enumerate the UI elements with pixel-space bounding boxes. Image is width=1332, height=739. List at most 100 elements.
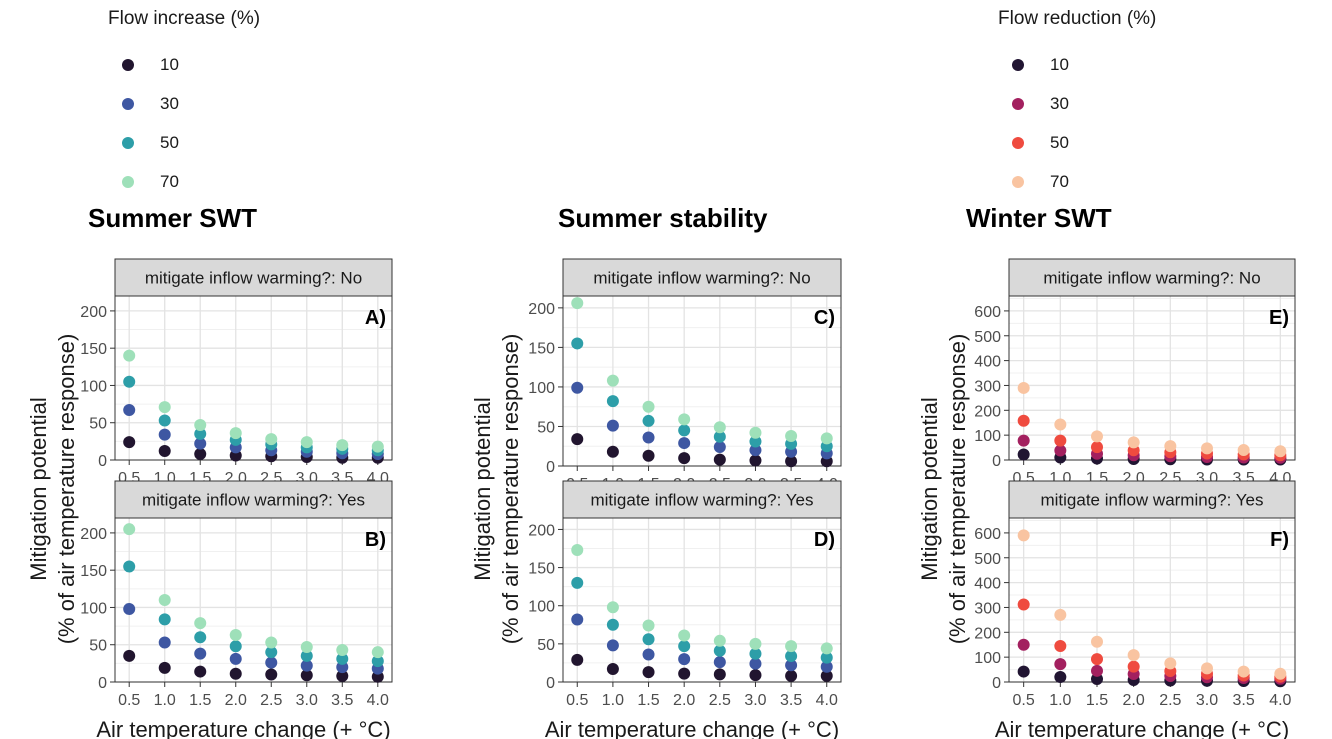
y-tick-label: 400 <box>974 576 1001 593</box>
legend-label: 30 <box>1050 94 1069 113</box>
panel-e: mitigate inflow warming?: No 0 100 200 300 40… <box>974 258 1296 487</box>
data-point <box>123 523 136 536</box>
facet-strip <box>1008 480 1296 519</box>
panel-label: E) <box>1269 307 1289 329</box>
data-point <box>785 640 798 653</box>
x-tick-label: 1.0 <box>1049 692 1071 709</box>
x-tick-label: 3.0 <box>1196 692 1218 709</box>
data-point <box>336 439 349 452</box>
data-point <box>229 652 242 665</box>
y-tick-label: 0 <box>546 459 555 476</box>
data-point <box>785 659 798 672</box>
data-point <box>749 426 762 439</box>
data-point <box>606 419 619 432</box>
data-point <box>571 653 584 666</box>
column-title-winter-swt: Winter SWT <box>966 203 1112 233</box>
data-point <box>194 448 207 461</box>
legend-item: 10 <box>122 55 179 75</box>
y-tick-label: 200 <box>528 301 555 318</box>
panel-label: C) <box>814 307 835 329</box>
x-tick-label: 1.5 <box>189 692 211 709</box>
legend-swatch <box>122 176 134 188</box>
data-point <box>194 617 207 630</box>
x-tick-label: 3.5 <box>780 692 802 709</box>
legend-swatch <box>122 98 134 110</box>
data-point <box>606 618 619 631</box>
data-point <box>194 418 207 431</box>
data-point <box>1017 434 1030 447</box>
panel-label: F) <box>1270 529 1289 551</box>
legend-title: Flow increase (%) <box>108 8 261 29</box>
data-point <box>158 613 171 626</box>
data-point <box>678 424 691 437</box>
data-point <box>571 544 584 557</box>
data-point <box>642 449 655 462</box>
data-point <box>1091 673 1103 686</box>
data-point <box>123 375 136 388</box>
data-point <box>820 651 833 664</box>
column-title-summer-stability: Summer stability <box>558 203 768 233</box>
facet-strip <box>114 258 393 297</box>
x-tick-label: 3.0 <box>744 692 766 709</box>
facet-strip <box>562 480 842 519</box>
y-tick-label: 100 <box>974 650 1001 667</box>
data-point <box>606 639 619 652</box>
data-point <box>123 560 136 573</box>
x-tick-label: 1.5 <box>1086 692 1108 709</box>
data-point <box>158 661 171 674</box>
legend-title: Flow reduction (%) <box>998 8 1157 29</box>
x-axis-label: Air temperature change (+ °C) <box>96 717 390 739</box>
legend-swatch <box>1012 59 1024 71</box>
data-point <box>194 631 207 644</box>
y-tick-label: 0 <box>546 675 555 692</box>
legend-label: 70 <box>160 172 179 191</box>
data-point <box>229 640 242 653</box>
plot-frame <box>562 295 842 467</box>
data-point <box>229 449 242 462</box>
legend-item: 10 <box>1012 55 1069 75</box>
data-point <box>194 427 207 440</box>
y-tick-label: 50 <box>537 637 555 654</box>
data-point <box>749 444 762 457</box>
data-point <box>1054 608 1067 621</box>
legend-item: 30 <box>122 94 179 114</box>
data-point <box>158 428 171 441</box>
x-tick-label: 3.0 <box>296 692 318 709</box>
y-tick-label: 200 <box>528 522 555 539</box>
data-point <box>229 427 242 440</box>
x-axis-label: Air temperature change (+ °C) <box>545 717 839 739</box>
facet-strip-label: mitigate inflow warming?: Yes <box>1040 491 1263 510</box>
panel-b: mitigate inflow warming?: Yes 0 50 100 150 20… <box>80 480 393 739</box>
facet-strip-label: mitigate inflow warming?: No <box>1043 269 1260 288</box>
data-point <box>678 667 691 680</box>
data-point <box>265 646 278 659</box>
y-tick-label: 100 <box>528 380 555 397</box>
data-point <box>1164 440 1177 453</box>
data-point <box>571 576 584 589</box>
x-tick-label: 4.0 <box>1269 692 1291 709</box>
y-tick-label: 100 <box>974 428 1001 445</box>
y-tick-label: 0 <box>98 453 107 470</box>
data-point <box>300 436 313 449</box>
x-tick-label: 2.5 <box>709 692 731 709</box>
x-tick-label: 4.0 <box>367 692 389 709</box>
data-point <box>678 413 691 426</box>
x-tick-label: 2.0 <box>673 692 695 709</box>
y-axis-label: (% of air temperature response) <box>54 334 79 645</box>
legend-swatch <box>122 137 134 149</box>
data-point <box>571 297 584 310</box>
data-point <box>194 647 207 660</box>
data-point <box>229 629 242 642</box>
data-point <box>713 668 726 681</box>
y-tick-label: 400 <box>974 354 1001 371</box>
data-point <box>1237 665 1250 678</box>
y-tick-label: 200 <box>80 526 107 543</box>
y-tick-label: 200 <box>80 304 107 321</box>
data-point <box>300 640 313 653</box>
legend-flow-increase: Flow increase (%) 10 30 50 70 <box>108 8 368 198</box>
data-point <box>1017 529 1030 542</box>
data-point <box>1054 671 1067 684</box>
data-point <box>1127 649 1140 662</box>
panel-label: B) <box>365 529 386 551</box>
data-point <box>1054 434 1067 447</box>
